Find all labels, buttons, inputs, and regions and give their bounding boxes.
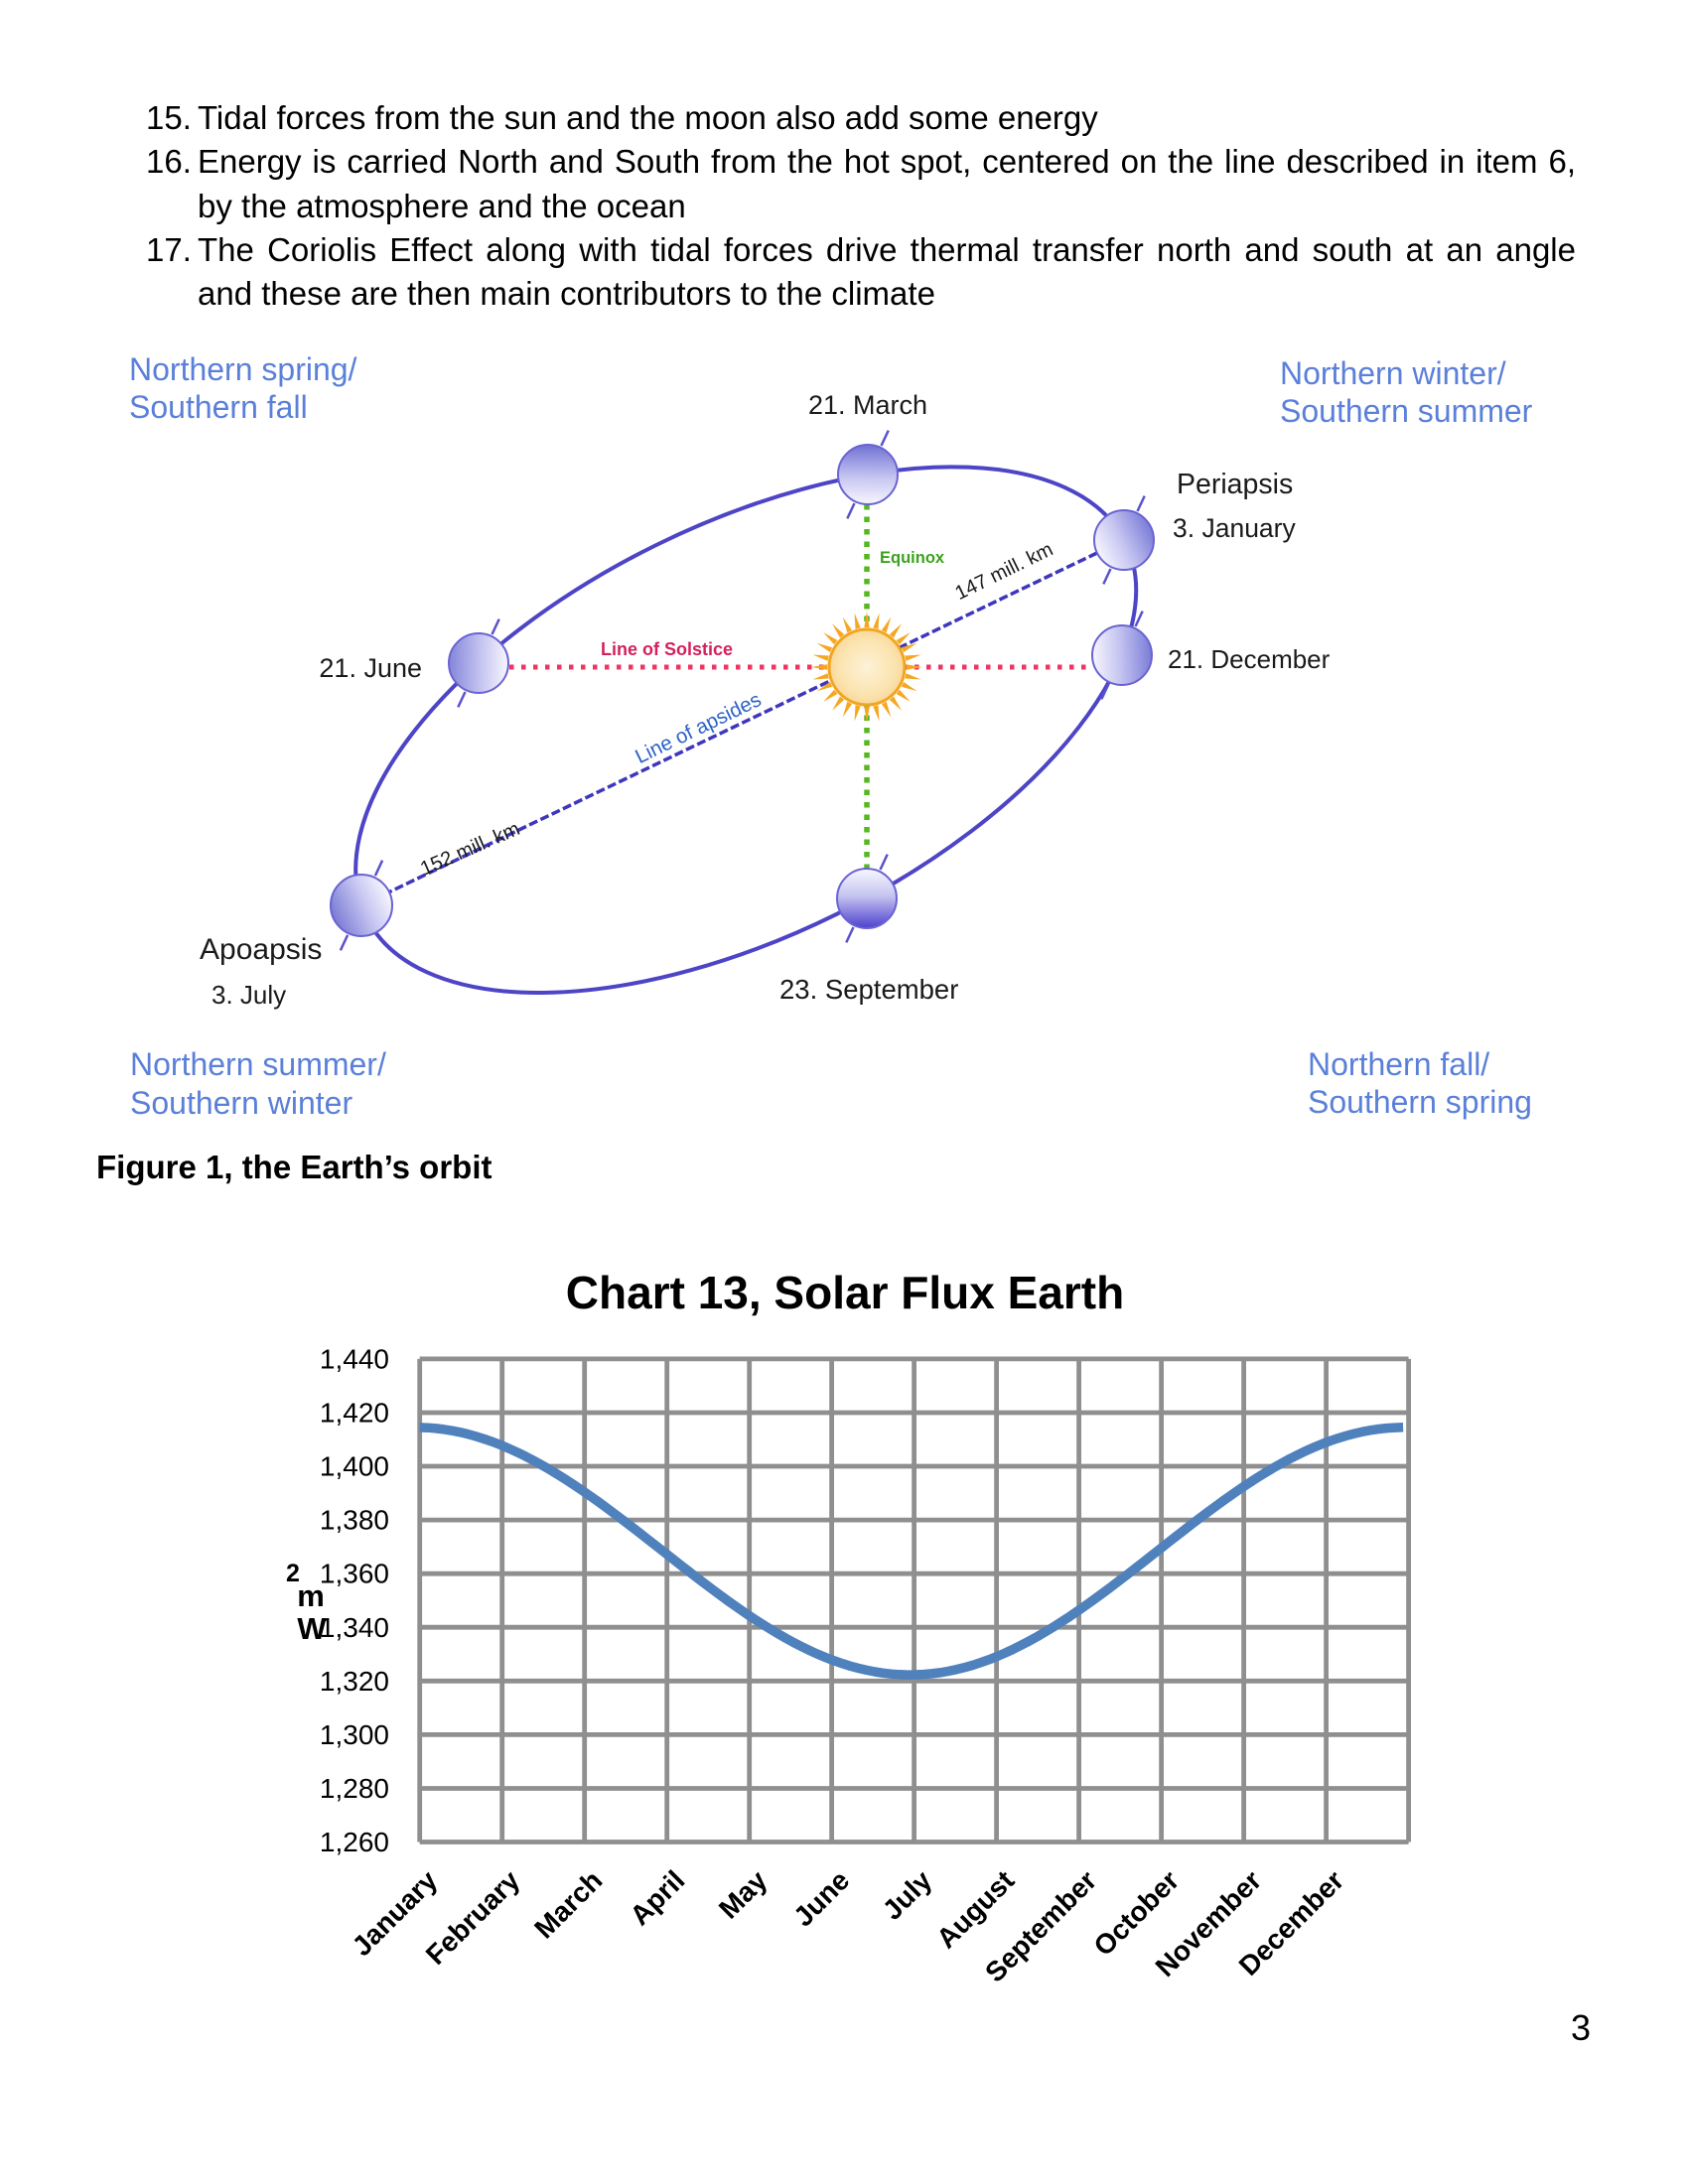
svg-text:March: March [528, 1864, 608, 1944]
svg-text:21. June: 21. June [319, 653, 422, 683]
svg-text:1,440: 1,440 [320, 1343, 389, 1374]
svg-text:W: W [297, 1611, 327, 1646]
svg-text:1,340: 1,340 [320, 1612, 389, 1643]
svg-text:Southern winter: Southern winter [130, 1085, 352, 1121]
svg-text:Northern summer/: Northern summer/ [130, 1046, 386, 1082]
svg-text:1,260: 1,260 [320, 1827, 389, 1857]
svg-text:Line of Solstice: Line of Solstice [601, 639, 733, 659]
svg-text:1,400: 1,400 [320, 1451, 389, 1482]
svg-text:1,420: 1,420 [320, 1398, 389, 1429]
svg-text:147 mill. km: 147 mill. km [952, 538, 1057, 605]
svg-text:2: 2 [286, 1560, 300, 1587]
svg-text:1,320: 1,320 [320, 1666, 389, 1697]
svg-text:3. January: 3. January [1173, 513, 1296, 543]
svg-text:April: April [624, 1864, 690, 1931]
svg-text:23. September: 23. September [779, 974, 958, 1005]
svg-text:Periapsis: Periapsis [1177, 469, 1293, 500]
svg-text:m: m [297, 1578, 325, 1613]
svg-text:1,300: 1,300 [320, 1719, 389, 1750]
svg-text:May: May [713, 1864, 774, 1925]
svg-text:Chart 13, Solar Flux Earth: Chart 13, Solar Flux Earth [566, 1267, 1124, 1318]
svg-text:1,360: 1,360 [320, 1559, 389, 1589]
svg-text:Apoapsis: Apoapsis [200, 933, 322, 966]
svg-text:July: July [877, 1864, 938, 1926]
svg-text:Southern spring: Southern spring [1308, 1084, 1532, 1120]
svg-text:3. July: 3. July [211, 980, 286, 1010]
svg-text:Line of apsides: Line of apsides [632, 688, 765, 768]
svg-text:Northern fall/: Northern fall/ [1308, 1046, 1489, 1082]
svg-text:June: June [787, 1864, 855, 1932]
svg-text:Northern winter/: Northern winter/ [1280, 355, 1506, 391]
svg-text:Southern fall: Southern fall [129, 389, 308, 425]
svg-text:Northern spring/: Northern spring/ [129, 351, 357, 387]
svg-text:1,280: 1,280 [320, 1773, 389, 1804]
svg-text:21. December: 21. December [1168, 644, 1331, 674]
svg-text:Equinox: Equinox [880, 549, 945, 567]
svg-text:1,380: 1,380 [320, 1505, 389, 1536]
svg-text:152 mill. km: 152 mill. km [417, 818, 523, 881]
svg-text:21. March: 21. March [808, 390, 927, 420]
svg-text:Southern summer: Southern summer [1280, 393, 1533, 429]
